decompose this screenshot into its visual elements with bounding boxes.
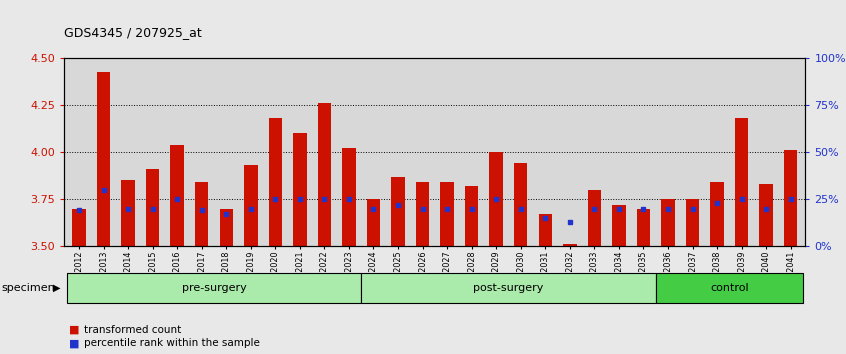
Bar — [760, 184, 773, 246]
Bar — [367, 199, 380, 246]
Bar — [662, 199, 675, 246]
Text: percentile rank within the sample: percentile rank within the sample — [84, 338, 260, 348]
Bar — [686, 199, 700, 246]
Text: transformed count: transformed count — [84, 325, 181, 335]
Text: ■: ■ — [69, 325, 79, 335]
Text: ■: ■ — [69, 338, 79, 348]
Bar — [392, 177, 404, 246]
Bar — [195, 182, 208, 246]
Bar — [268, 119, 282, 246]
Bar — [490, 152, 503, 246]
Text: ▶: ▶ — [53, 282, 60, 293]
Bar — [735, 119, 749, 246]
Bar — [588, 190, 602, 246]
Text: control: control — [710, 282, 749, 293]
Bar — [416, 182, 429, 246]
Bar — [514, 164, 527, 246]
Bar — [563, 244, 577, 246]
Bar — [293, 133, 306, 246]
Bar — [613, 205, 626, 246]
Bar — [244, 165, 257, 246]
Bar — [317, 103, 331, 246]
Text: pre-surgery: pre-surgery — [182, 282, 246, 293]
Bar — [342, 148, 355, 246]
Bar — [170, 145, 184, 246]
Bar — [361, 273, 656, 303]
Bar — [121, 180, 135, 246]
Bar — [146, 169, 159, 246]
Bar — [539, 214, 552, 246]
Text: GDS4345 / 207925_at: GDS4345 / 207925_at — [64, 26, 202, 39]
Text: post-surgery: post-surgery — [473, 282, 544, 293]
Text: specimen: specimen — [2, 282, 56, 293]
Bar — [96, 72, 110, 246]
Bar — [219, 209, 233, 246]
Bar — [72, 209, 85, 246]
Bar — [465, 186, 478, 246]
Bar — [637, 209, 651, 246]
Bar — [67, 273, 361, 303]
Bar — [711, 182, 724, 246]
Bar — [784, 150, 798, 246]
Bar — [441, 182, 453, 246]
Bar — [656, 273, 803, 303]
